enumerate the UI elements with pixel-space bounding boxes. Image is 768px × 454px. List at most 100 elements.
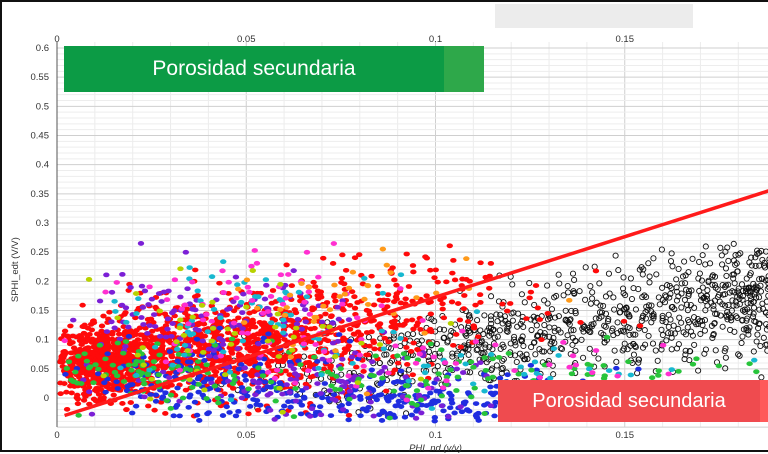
data-point-open [753, 338, 760, 345]
data-point [363, 391, 371, 397]
data-point [152, 335, 159, 341]
data-point [164, 326, 171, 332]
data-point [452, 361, 460, 366]
data-point [283, 262, 290, 268]
x-tick-label-bottom: 0 [54, 430, 59, 441]
data-point [403, 318, 410, 324]
data-point [560, 340, 567, 345]
data-point [132, 403, 140, 409]
data-point [655, 368, 662, 374]
data-point [245, 386, 252, 392]
data-point [423, 293, 430, 299]
data-point [177, 317, 184, 323]
data-point [413, 402, 420, 408]
data-point-open [696, 318, 703, 325]
data-point [327, 364, 334, 370]
data-point-open [750, 298, 757, 305]
data-point [298, 281, 305, 286]
data-point [186, 302, 194, 307]
data-point [326, 307, 334, 313]
data-point [372, 353, 379, 359]
data-point [438, 393, 446, 399]
y-tick-label: 0.5 [36, 101, 49, 112]
data-point-open [722, 354, 729, 361]
data-point-open [524, 355, 531, 362]
data-point-open [668, 285, 675, 292]
data-point [346, 302, 354, 308]
data-point [491, 413, 498, 419]
data-point [147, 396, 154, 402]
data-point [294, 317, 302, 322]
data-point [235, 286, 242, 292]
data-point [120, 324, 127, 330]
data-point [267, 379, 275, 385]
data-point-open [620, 327, 627, 334]
data-point [141, 381, 148, 387]
data-point-open [509, 281, 516, 288]
header-placeholder [495, 4, 693, 28]
data-point [317, 412, 325, 418]
data-point [248, 263, 255, 269]
annotation-banner-bottom: Porosidad secundaria [498, 380, 768, 422]
data-point [312, 314, 320, 320]
data-point-open [480, 331, 487, 338]
data-point [98, 328, 105, 334]
data-point [205, 346, 213, 352]
data-point-open [727, 314, 734, 321]
data-point [614, 373, 621, 379]
data-point-open [719, 281, 726, 289]
data-point [109, 362, 117, 368]
data-point [309, 307, 316, 313]
data-point-open [556, 280, 563, 287]
data-point [251, 248, 258, 253]
data-point [544, 310, 551, 316]
data-point-open [582, 296, 589, 303]
data-point-open [515, 310, 522, 317]
data-point [288, 283, 296, 289]
data-point [279, 317, 287, 323]
data-point [277, 281, 284, 287]
data-point-open [487, 316, 495, 323]
data-point-open [620, 274, 627, 281]
data-point [231, 377, 238, 383]
data-point-open [509, 317, 516, 324]
data-point-open [553, 292, 560, 300]
data-point-open [531, 301, 538, 308]
data-point [397, 368, 405, 374]
data-point [336, 387, 344, 392]
data-point-open [684, 316, 692, 324]
data-point [158, 299, 165, 304]
data-point [415, 392, 423, 398]
data-point [194, 376, 202, 382]
data-point [358, 340, 365, 346]
data-point [61, 328, 69, 334]
data-point [228, 336, 236, 342]
data-point [194, 293, 201, 298]
data-point [659, 342, 667, 348]
data-point [332, 354, 339, 359]
data-point [173, 402, 181, 408]
data-point [214, 387, 222, 393]
data-point [367, 399, 374, 405]
data-point [435, 371, 442, 377]
data-point [209, 361, 216, 367]
data-point [63, 389, 70, 395]
y-tick-label: 0.4 [36, 160, 49, 171]
data-point-open [444, 337, 451, 344]
data-point [214, 395, 221, 401]
data-point [203, 312, 210, 317]
data-point [62, 371, 69, 377]
data-point [224, 330, 232, 336]
data-point-open [489, 346, 496, 353]
data-point [394, 360, 402, 366]
data-point [233, 295, 240, 301]
data-point [367, 372, 375, 378]
data-point [392, 343, 399, 349]
data-point [356, 352, 363, 358]
data-point [337, 366, 344, 372]
data-point [110, 357, 117, 363]
data-point [131, 339, 138, 345]
data-point-open [750, 304, 758, 311]
data-point [751, 357, 758, 363]
data-point-open [758, 247, 765, 254]
